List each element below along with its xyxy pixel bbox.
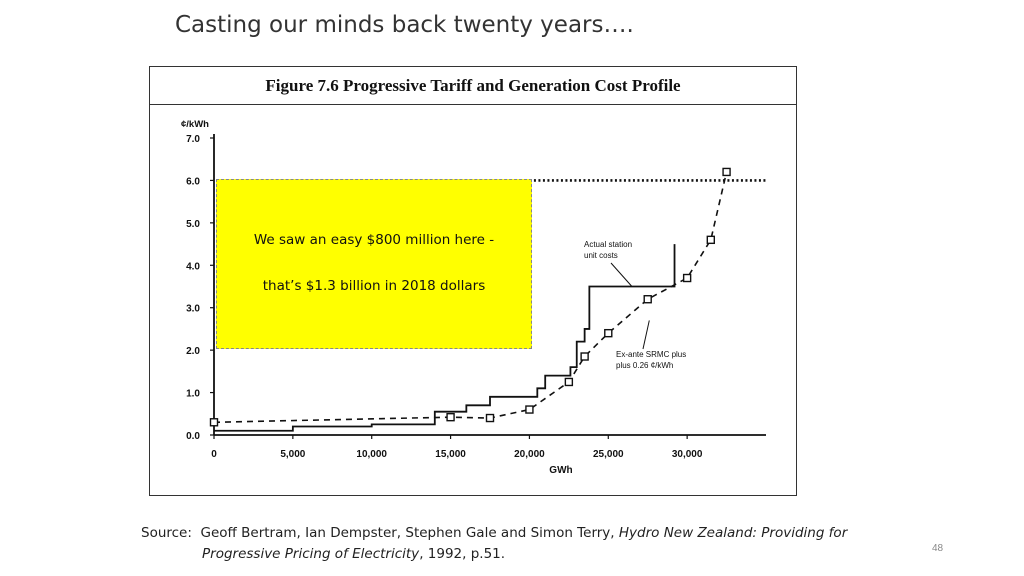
callout-text-line1: We saw an easy $800 million here - [253,232,495,248]
x-axis-label: GWh [549,465,572,476]
srmc-annotation-text: Ex-ante SRMC plus [616,350,686,359]
y-tick-label: 2.0 [186,346,200,357]
slide-title: Casting our minds back twenty years…. [175,12,634,38]
srmc-square-marker [643,295,652,304]
page-number: 48 [932,543,944,554]
srmc-square-marker [722,167,731,177]
y-axis-label: ¢/kWh [181,119,209,130]
y-tick-label: 6.0 [186,176,200,187]
srmc-square-marker [525,405,534,414]
y-tick-label: 3.0 [186,304,200,315]
y-tick-label: 0.0 [186,431,200,442]
srmc-square-marker [209,418,219,427]
source-label: Source: [141,525,192,541]
annotations: Actual station unit costs Ex-ante SRMC plu… [584,240,686,370]
y-tick-label: 1.0 [186,389,200,400]
figure-heading: Figure 7.6 Progressive Tariff and Genera… [150,67,796,105]
source-authors: Geoff Bertram, Ian Dempster, Stephen Gal… [200,525,615,541]
srmc-square-marker [706,235,715,245]
tick-labels: 0.0 1.0 2.0 3.0 4.0 5.0 6.0 7.0 ¢/kWh 0 5,000 10,00… [181,119,703,476]
actual-cost-annotation-text: unit costs [584,251,618,260]
x-tick-label: 15,000 [435,449,466,460]
srmc-square-marker [485,413,495,423]
x-tick-label: 5,000 [280,449,305,460]
y-tick-label: 4.0 [186,261,200,272]
srmc-dashed-line [213,171,728,424]
x-tick-label: 10,000 [356,449,387,460]
srmc-square-marker [604,328,613,338]
source-title-part1: Hydro New Zealand: Providing for [618,525,848,541]
x-tick-label: 25,000 [593,449,624,460]
actual-cost-line [214,244,676,432]
actual-cost-annotation-text: Actual station [584,240,632,249]
srmc-square-marker [682,273,692,283]
srmc-square-marker [446,412,455,422]
y-tick-label: 5.0 [186,219,200,230]
callout-text-line2: that’s $1.3 billion in 2018 dollars [262,278,486,294]
actual-cost-leader [610,262,633,287]
highlight-callout: We saw an easy $800 million here - that’… [216,179,532,349]
source-details: , 1992, p.51. [419,546,506,562]
srmc-leader [642,320,650,350]
y-tick-label: 7.0 [186,134,200,145]
x-tick-label: 20,000 [514,449,545,460]
axes [210,134,766,439]
x-tick-label: 0 [211,449,217,460]
srmc-square-marker [580,352,589,361]
srmc-square-marker [564,377,574,387]
source-title-part2: Progressive Pricing of Electricity [202,546,420,562]
source-citation: Source: Geoff Bertram, Ian Dempster, Ste… [141,523,847,565]
series-lines [213,171,728,432]
x-tick-label: 30,000 [672,449,703,460]
srmc-annotation-text: plus 0.26 ¢/kWh [616,361,673,370]
series-markers [209,167,731,427]
cost-profile-chart: 0.0 1.0 2.0 3.0 4.0 5.0 6.0 7.0 ¢/kWh 0 5,000 10,00… [181,119,766,476]
